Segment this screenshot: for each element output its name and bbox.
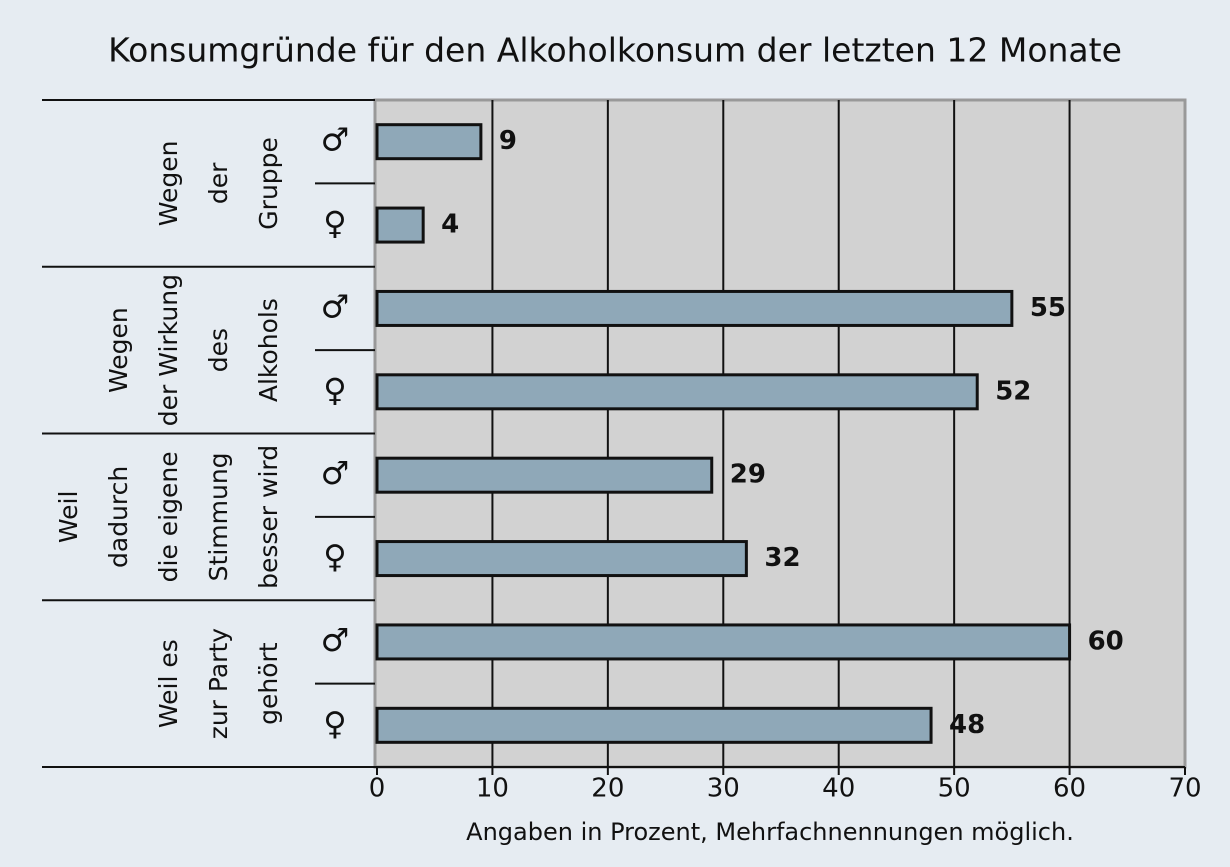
bar — [375, 456, 714, 494]
category-label: ♂ — [321, 454, 350, 492]
bar — [375, 373, 979, 411]
x-tick-label: 60 — [1053, 774, 1086, 804]
group-label: besser wird — [254, 445, 283, 589]
value-label: 48 — [949, 710, 985, 740]
bar — [375, 289, 1014, 327]
bar — [375, 206, 425, 244]
value-label: 32 — [764, 543, 800, 573]
category-label: ♂ — [321, 121, 350, 159]
value-label: 60 — [1088, 626, 1124, 656]
group-label: Wegen — [154, 141, 183, 227]
bar — [375, 540, 748, 578]
x-tick-label: 20 — [591, 774, 624, 804]
value-label: 29 — [730, 460, 766, 490]
chart-title: Konsumgründe für den Alkoholkonsum der l… — [108, 31, 1122, 70]
value-label: 9 — [499, 126, 517, 156]
bar — [375, 623, 1072, 661]
x-tick-label: 10 — [476, 774, 509, 804]
category-label: ♀ — [323, 704, 346, 742]
category-label: ♀ — [323, 371, 346, 409]
group-label: Weil — [54, 491, 83, 544]
value-label: 52 — [995, 376, 1031, 406]
x-tick-label: 0 — [369, 774, 386, 804]
category-label: ♀ — [323, 538, 346, 576]
x-tick-label: 50 — [938, 774, 971, 804]
group-label: zur Party — [204, 628, 233, 740]
group-label: des — [204, 328, 233, 372]
group-label: die eigene — [154, 451, 183, 582]
group-label: Weil es — [154, 639, 183, 728]
category-label: ♂ — [321, 621, 350, 659]
value-label: 4 — [441, 210, 459, 240]
group-label: gehört — [254, 642, 283, 725]
group-label: dadurch — [104, 466, 133, 568]
group-label: Stimmung — [204, 452, 233, 581]
category-label: ♂ — [321, 287, 350, 325]
bar — [375, 706, 933, 744]
plot-area — [373, 98, 1187, 769]
group-label: Gruppe — [254, 137, 283, 230]
bar — [375, 123, 483, 161]
x-tick-label: 70 — [1168, 774, 1201, 804]
x-axis-label: Angaben in Prozent, Mehrfachnennungen mö… — [466, 818, 1074, 846]
x-tick-label: 40 — [822, 774, 855, 804]
category-label: ♀ — [323, 204, 346, 242]
group-label: der — [204, 162, 233, 204]
group-label: der Wirkung — [154, 274, 183, 426]
x-tick-label: 30 — [707, 774, 740, 804]
group-label: Wegen — [104, 307, 133, 393]
value-label: 55 — [1030, 293, 1066, 323]
group-label: Alkohols — [254, 298, 283, 402]
